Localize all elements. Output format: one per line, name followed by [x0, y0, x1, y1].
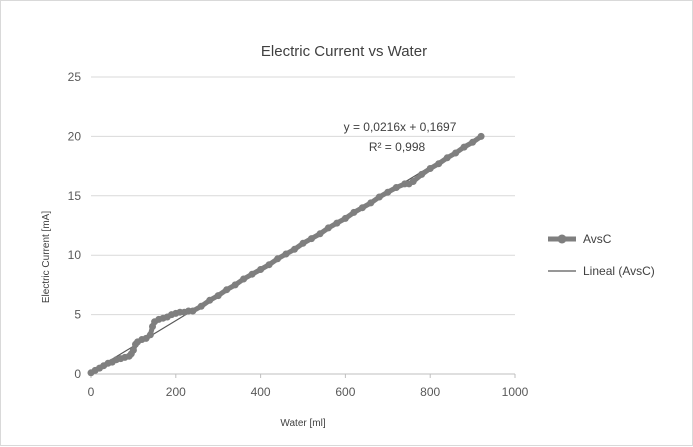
y-tick-label: 5 — [74, 308, 81, 322]
data-point — [452, 149, 460, 157]
data-point — [265, 261, 273, 269]
data-point — [324, 224, 332, 232]
data-point — [384, 188, 392, 196]
data-point — [341, 214, 349, 222]
data-point — [435, 160, 443, 168]
data-point — [299, 239, 307, 247]
data-point — [223, 286, 231, 294]
legend-label-avsc: AvsC — [583, 232, 612, 246]
y-tick-label: 0 — [74, 367, 81, 381]
trendline-equation: y = 0,0216x + 0,1697 — [344, 120, 457, 134]
data-point — [358, 204, 366, 212]
data-point — [392, 184, 400, 191]
y-tick-label: 25 — [68, 70, 82, 84]
data-point — [443, 154, 451, 162]
data-point — [460, 143, 468, 151]
data-point — [274, 255, 282, 263]
data-point — [197, 302, 205, 310]
y-tick-label: 20 — [68, 129, 82, 143]
data-point — [189, 307, 197, 315]
data-point — [409, 178, 417, 185]
data-point — [146, 331, 154, 339]
data-point — [350, 208, 358, 216]
data-point — [240, 275, 248, 283]
trendline-r-squared: R² = 0,998 — [369, 140, 426, 154]
data-point — [214, 292, 222, 300]
x-axis-title: Water [ml] — [280, 418, 325, 429]
data-point — [257, 266, 265, 273]
x-tick-label: 800 — [420, 385, 440, 399]
data-point — [248, 270, 256, 278]
x-tick-label: 400 — [251, 385, 271, 399]
y-tick-label: 15 — [68, 189, 82, 203]
data-point — [477, 132, 485, 140]
legend-label-trendline: Lineal (AvsC) — [583, 264, 655, 278]
x-tick-label: 1000 — [502, 385, 529, 399]
data-point — [418, 170, 426, 178]
series-layer — [87, 132, 485, 377]
data-point — [129, 346, 137, 354]
data-point — [375, 193, 383, 201]
data-point — [308, 235, 315, 243]
y-axis-title: Electric Current [mA] — [41, 211, 52, 303]
legend-marker-avsc — [557, 234, 567, 244]
data-point — [282, 250, 290, 258]
axes: 0 5 10 15 20 25 0 200 400 600 800 1000 — [68, 70, 529, 399]
gridlines — [91, 76, 515, 316]
x-tick-label: 0 — [88, 385, 95, 399]
data-point — [291, 245, 298, 253]
data-point — [333, 219, 341, 227]
x-tick-label: 600 — [335, 385, 355, 399]
data-point — [206, 296, 214, 304]
data-point — [367, 199, 375, 207]
legend: AvsC Lineal (AvsC) — [548, 232, 655, 278]
data-point — [426, 165, 434, 172]
y-tick-label: 10 — [68, 248, 82, 262]
chart-title: Electric Current vs Water — [261, 43, 427, 60]
data-point — [231, 281, 239, 289]
data-point — [469, 138, 477, 146]
x-tick-label: 200 — [166, 385, 186, 399]
data-point — [316, 230, 324, 238]
